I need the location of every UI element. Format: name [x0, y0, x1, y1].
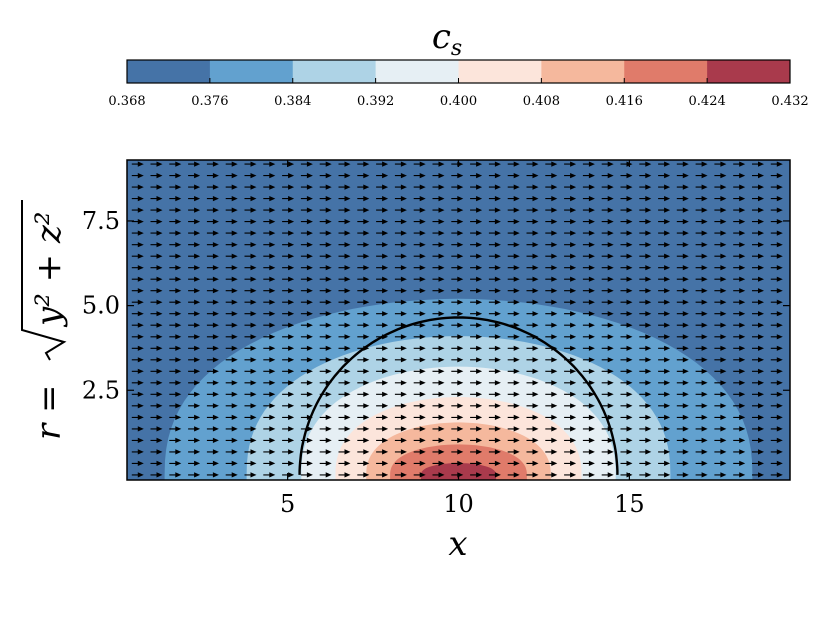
colorbar-tick-label: 0.392: [357, 94, 394, 109]
colorbar-tick-label: 0.400: [440, 94, 477, 109]
y-tick-label: 7.5: [82, 207, 120, 235]
colorbar-swatch: [624, 60, 708, 83]
colorbar-tick-label: 0.368: [108, 94, 145, 109]
colorbar-swatch: [209, 60, 294, 83]
y-axis-label-radical: [21, 200, 67, 361]
x-tick-label: 15: [614, 490, 645, 518]
y-tick-label: 5.0: [82, 292, 120, 320]
colorbar-swatch: [127, 60, 211, 83]
y-axis-label: r = y² + z²: [21, 200, 69, 440]
y-axis-label-radicand: y² + z²: [29, 212, 69, 328]
colorbar-tick-label: 0.376: [191, 94, 228, 109]
boundary-circle: [298, 316, 619, 475]
colorbar-title-subscript: s: [451, 36, 462, 61]
colorbar-tick-label: 0.424: [689, 94, 726, 109]
plot-area: 5 10 15 2.5 5.0 7.5: [82, 159, 791, 518]
colorbar-tick-label: 0.416: [606, 94, 643, 109]
y-axis-label-prefix: r =: [29, 384, 69, 440]
x-tick-label: 5: [280, 490, 295, 518]
colorbar-swatch: [292, 60, 377, 83]
colorbar-swatch: [375, 60, 459, 83]
x-axis-label: x: [448, 524, 467, 564]
colorbar-swatch: [541, 60, 625, 83]
colorbar-title: cs: [432, 17, 462, 61]
colorbar-swatch: [707, 60, 791, 83]
x-tick-label: 10: [443, 490, 474, 518]
colorbar-tick-label: 0.432: [771, 94, 808, 109]
quiver-shafts: [131, 163, 779, 476]
colorbar-swatch: [458, 60, 542, 83]
colorbar-tick-label: 0.384: [274, 94, 311, 109]
y-tick-label: 2.5: [82, 376, 120, 404]
colorbar: cs 0.368 0.376 0.384 0.392 0.400 0.408 0.416 0.…: [108, 17, 808, 109]
colorbar-tick-label: 0.408: [523, 94, 560, 109]
